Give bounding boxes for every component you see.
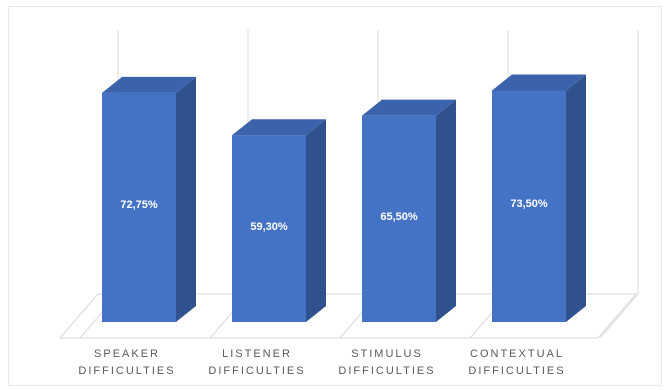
category-label-line: STIMULUS [351,348,423,360]
gridline-floor [599,293,639,339]
category-label-line: LISTENER [222,348,292,360]
category-label: STIMULUS DIFFICULTIES [317,346,457,380]
bar-front [492,90,566,322]
bar-side [176,76,196,323]
data-label: 73,50% [510,198,548,211]
data-label: 65,50% [380,210,418,223]
category-label-line: SPEAKER [94,348,160,360]
category-label: SPEAKER DIFFICULTIES [57,346,197,380]
bar-side [566,74,586,322]
bar-top [232,119,326,136]
data-label: 72,75% [120,199,158,212]
chart-floor [58,293,638,339]
bar-top [492,74,586,91]
category-label-line: DIFFICULTIES [468,365,566,377]
bar-top [362,99,456,116]
bar-front [232,135,306,322]
category-label-line: CONTEXTUAL [470,348,564,360]
category-label-line: DIFFICULTIES [338,365,436,377]
data-label: 59,30% [250,220,288,233]
category-label: CONTEXTUAL DIFFICULTIES [447,346,587,380]
bar-front [362,115,436,322]
bar-side [436,99,456,322]
bar-front [102,92,176,323]
bar-side [306,119,326,322]
category-label-line: DIFFICULTIES [78,365,176,377]
category-label-line: DIFFICULTIES [208,365,306,377]
bar-top [102,76,196,93]
category-label: LISTENER DIFFICULTIES [187,346,327,380]
